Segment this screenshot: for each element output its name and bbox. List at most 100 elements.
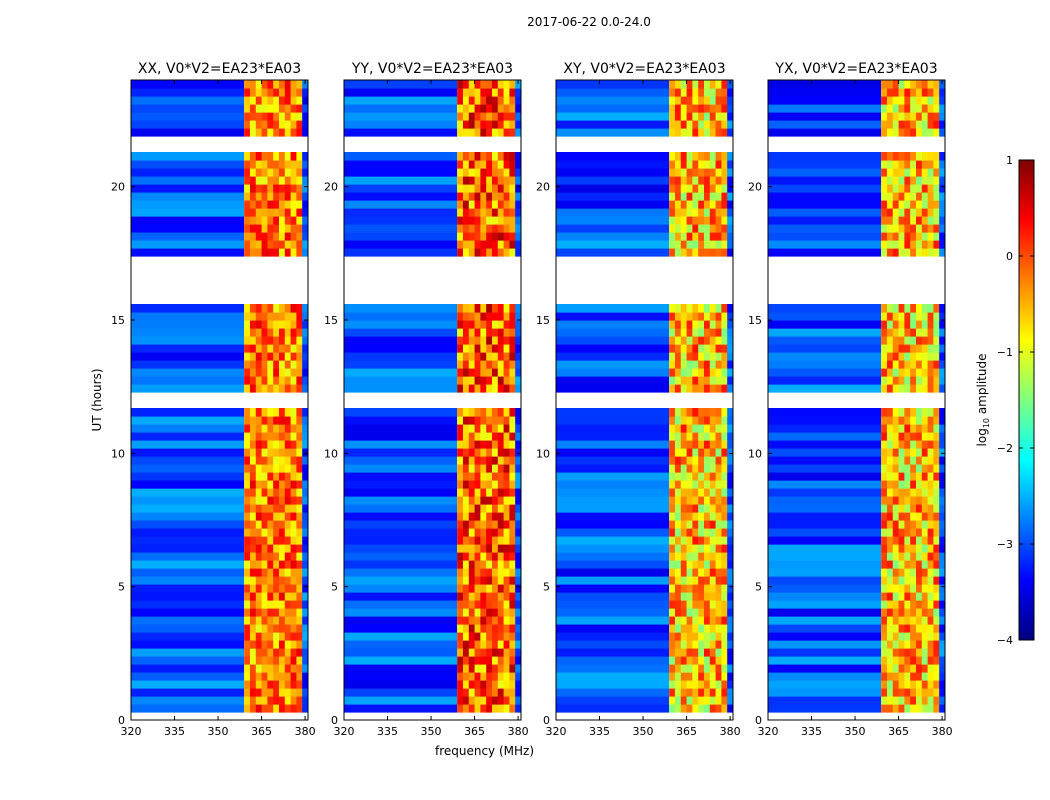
heatmap-cell [910,624,917,633]
heatmap-cell [491,160,499,169]
heatmap-cell [698,656,705,665]
heatmap-cell [131,160,245,169]
heatmap-cell [278,368,286,377]
heatmap-cell [468,608,476,617]
heatmap-cell [556,88,670,97]
heatmap-cell [509,184,516,193]
heatmap-cell [674,344,682,353]
heatmap-cell [509,448,516,457]
heatmap-cell [509,328,516,337]
panel-title: YX, V0*V2=EA23*EA03 [774,61,937,77]
heatmap-cell [886,104,894,113]
heatmap-cell [480,160,487,169]
heatmap-cell [881,464,888,473]
colorbar-tick-label: −2 [997,442,1013,455]
heatmap-cell [939,536,945,545]
heatmap-cell [698,560,705,569]
heatmap-cell [296,232,303,241]
heatmap-cell [344,528,458,537]
heatmap-cell [927,224,934,233]
heatmap-cell [273,704,280,713]
heatmap-cell [709,504,717,513]
heatmap-cell [249,496,257,505]
heatmap-cell [886,80,894,89]
heatmap-cell [497,216,505,225]
heatmap-cell [881,424,888,433]
heatmap-cell [278,616,286,625]
heatmap-cell [255,104,263,113]
heatmap-cell [244,328,251,337]
heatmap-cell [474,128,481,137]
heatmap-cell [278,128,286,137]
heatmap-cell [933,672,940,681]
heatmap-cell [921,80,929,89]
heatmap-cell [491,200,499,209]
heatmap-cell [898,584,905,593]
heatmap-cell [509,632,516,641]
heatmap-cell [904,384,911,393]
heatmap-cell [468,344,476,353]
heatmap-cell [491,424,499,433]
heatmap-cell [904,352,911,361]
heatmap-cell [457,624,464,633]
heatmap-cell [915,488,923,497]
heatmap-cell [462,344,470,353]
heatmap-cell [921,544,929,553]
heatmap-cell [686,312,693,321]
heatmap-cell [698,320,705,329]
heatmap-cell [486,176,493,185]
heatmap-cell [703,304,711,313]
heatmap-cell [698,128,705,137]
heatmap-cell [249,112,257,121]
heatmap-cell [892,496,900,505]
heatmap-cell [892,664,900,673]
heatmap-cell [509,600,516,609]
heatmap-cell [249,520,257,529]
heatmap-cell [556,192,670,201]
heatmap-cell [727,528,733,537]
heatmap-cell [915,472,923,481]
heatmap-cell [244,88,251,97]
heatmap-cell [939,488,945,497]
heatmap-cell [898,120,905,129]
heatmap-cell [715,568,722,577]
heatmap-cell [255,480,263,489]
heatmap-cell [273,504,280,513]
heatmap-cell [927,704,934,713]
heatmap-cell [296,520,303,529]
heatmap-cell [898,344,905,353]
heatmap-cell [721,224,728,233]
heatmap-cell [296,480,303,489]
heatmap-cell [674,408,682,417]
heatmap-cell [462,240,470,249]
heatmap-cell [284,248,292,257]
heatmap-cell [290,632,297,641]
heatmap-cell [267,328,274,337]
heatmap-cell [267,504,274,513]
heatmap-cell [515,696,521,705]
heatmap-cell [698,488,705,497]
heatmap-cell [244,584,251,593]
heatmap-cell [509,240,516,249]
heatmap-cell [556,600,670,609]
heatmap-cell [480,80,487,89]
heatmap-cell [686,648,693,657]
heatmap-cell [686,104,693,113]
heatmap-cell [921,672,929,681]
heatmap-cell [904,424,911,433]
heatmap-cell [939,120,945,129]
heatmap-cell [296,176,303,185]
heatmap-cell [669,480,676,489]
axes-frame [555,79,734,721]
heatmap-cell [480,248,487,257]
heatmap-cell [457,176,464,185]
heatmap-cell [474,624,481,633]
heatmap-cell [674,160,682,169]
heatmap-cell [910,384,917,393]
heatmap-cell [556,416,670,425]
heatmap-cell [491,376,499,385]
heatmap-cell [886,192,894,201]
x-tick-label: 350 [208,725,229,738]
heatmap-cell [474,440,481,449]
heatmap-cell [491,512,499,521]
